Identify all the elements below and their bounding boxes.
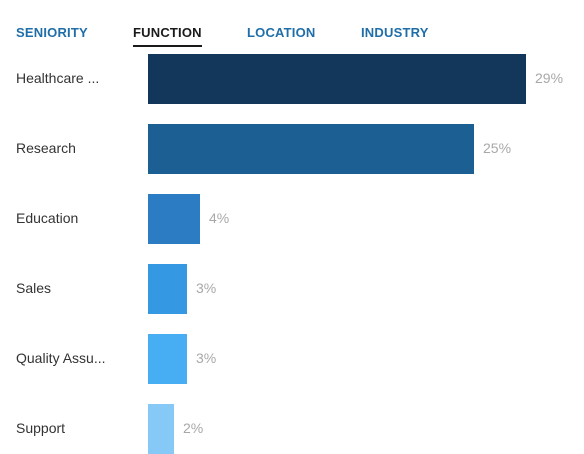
- bar-category-label: Quality Assu...: [16, 350, 106, 366]
- tab-function[interactable]: FUNCTION: [133, 25, 202, 47]
- bar[interactable]: [148, 404, 174, 454]
- tab-seniority[interactable]: SENIORITY: [16, 25, 88, 40]
- bar-row[interactable]: Education 4%: [0, 194, 584, 244]
- tab-location[interactable]: LOCATION: [247, 25, 316, 40]
- bar[interactable]: [148, 264, 187, 314]
- bar[interactable]: [148, 194, 200, 244]
- bar-value-label: 3%: [196, 280, 217, 296]
- bar-value-label: 2%: [183, 420, 204, 436]
- bar-row[interactable]: Support 2%: [0, 404, 584, 454]
- category-tabs: SENIORITY FUNCTION LOCATION INDUSTRY: [0, 0, 584, 48]
- bar-value-label: 3%: [196, 350, 217, 366]
- bar-category-label: Research: [16, 140, 76, 156]
- bar-row[interactable]: Sales 3%: [0, 264, 584, 314]
- bar-value-label: 29%: [535, 70, 564, 86]
- bar-row[interactable]: Quality Assu... 3%: [0, 334, 584, 384]
- bar[interactable]: [148, 334, 187, 384]
- tab-industry[interactable]: INDUSTRY: [361, 25, 429, 40]
- bar-row[interactable]: Research 25%: [0, 124, 584, 174]
- bar-category-label: Healthcare ...: [16, 70, 100, 86]
- bar-value-label: 4%: [209, 210, 230, 226]
- bar-category-label: Education: [16, 210, 79, 226]
- bar[interactable]: [148, 124, 474, 174]
- bar-value-label: 25%: [483, 140, 512, 156]
- bar-category-label: Support: [16, 420, 66, 436]
- bar-row[interactable]: Healthcare ... 29%: [0, 54, 584, 104]
- bar-category-label: Sales: [16, 280, 52, 296]
- bar[interactable]: [148, 54, 526, 104]
